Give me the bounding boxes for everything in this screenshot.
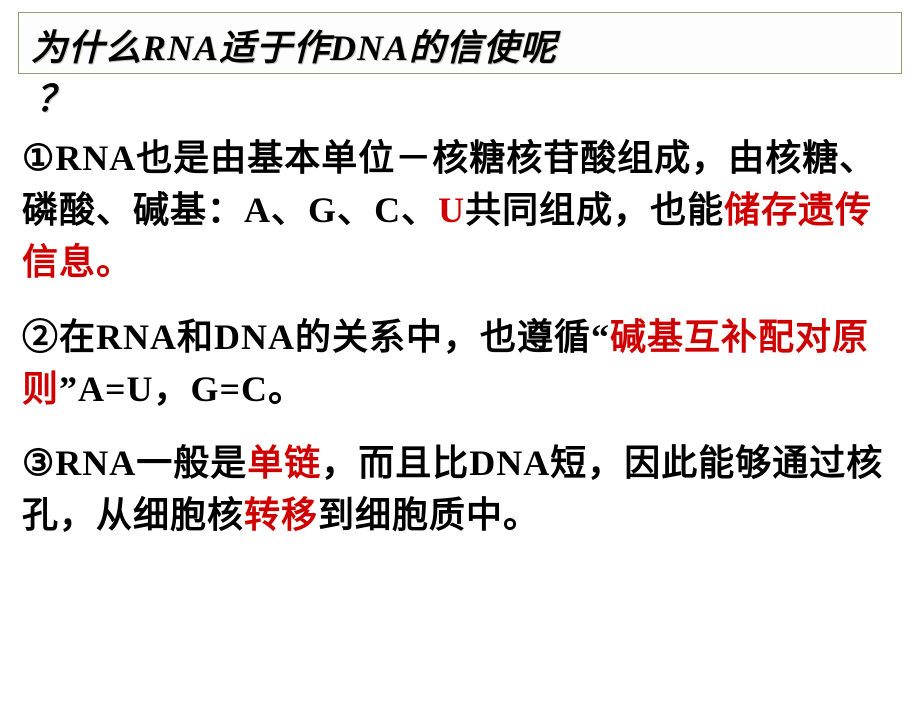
- paragraph-2: ②在RNA和DNA的关系中，也遵循“碱基互补配对原则”A=U，G=C。: [22, 311, 892, 415]
- p3-text-3: 到细胞质中。: [318, 495, 540, 535]
- base-c: C: [374, 190, 401, 230]
- paragraph-1: ①RNA也是由基本单位－核糖核苷酸组成，由核糖、磷酸、碱基：A、G、C、U共同组…: [22, 132, 892, 289]
- p2-text-1: ②在RNA和DNA的关系中，也遵循: [22, 317, 591, 357]
- p3-highlight-2: 转移: [244, 495, 318, 535]
- title-box: 为什么RNA适于作DNA的信使呢: [18, 12, 902, 74]
- sep2: 、: [337, 190, 374, 230]
- p3-text-1: ③RNA一般是: [22, 443, 247, 483]
- sep1: 、: [271, 190, 308, 230]
- base-g: G: [308, 190, 337, 230]
- slide-title: 为什么RNA适于作DNA的信使呢: [31, 28, 557, 68]
- paragraph-3: ③RNA一般是单链，而且比DNA短，因此能够通过核孔，从细胞核转移到细胞质中。: [22, 437, 892, 541]
- title-question-mark: ？: [0, 70, 920, 122]
- base-a: A: [244, 190, 271, 230]
- sep3: 、: [401, 190, 438, 230]
- content-area: ①RNA也是由基本单位－核糖核苷酸组成，由核糖、磷酸、碱基：A、G、C、U共同组…: [0, 132, 920, 541]
- p2-text-2: A=U，G=C。: [78, 369, 305, 409]
- p3-highlight-1: 单链: [247, 443, 321, 483]
- quote-left: “: [591, 317, 610, 357]
- base-u: U: [438, 190, 465, 230]
- p1-text-2: 共同组成，也能: [465, 190, 724, 230]
- quote-right: ”: [59, 369, 78, 409]
